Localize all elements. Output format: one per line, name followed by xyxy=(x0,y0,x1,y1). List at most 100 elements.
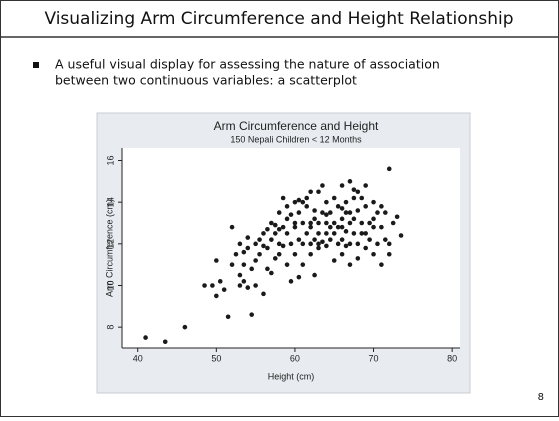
point xyxy=(371,199,376,205)
point xyxy=(217,279,223,284)
chart-subtitle: 150 Nepali Children < 12 Months xyxy=(230,134,362,144)
point xyxy=(367,237,372,242)
point xyxy=(269,220,274,226)
point xyxy=(371,251,376,257)
point xyxy=(269,270,274,276)
point xyxy=(288,279,294,284)
point xyxy=(320,210,325,215)
point xyxy=(355,241,361,247)
point xyxy=(284,204,290,209)
point xyxy=(398,233,404,238)
point xyxy=(225,314,231,320)
point xyxy=(284,231,290,236)
point xyxy=(229,224,235,230)
x-tick-label: 70 xyxy=(369,353,379,363)
point xyxy=(280,243,286,249)
point xyxy=(371,224,376,230)
point xyxy=(339,237,345,242)
point xyxy=(300,199,306,205)
point xyxy=(241,249,247,255)
point xyxy=(335,224,341,230)
point xyxy=(339,206,345,211)
point xyxy=(214,293,219,299)
point xyxy=(280,195,286,201)
point xyxy=(280,224,286,230)
x-tick-label: 50 xyxy=(211,353,221,363)
point xyxy=(320,239,325,245)
point xyxy=(316,231,321,236)
point xyxy=(339,183,345,188)
point xyxy=(276,226,282,232)
point xyxy=(316,241,321,247)
point xyxy=(324,220,329,226)
point xyxy=(308,189,313,195)
point xyxy=(245,285,251,290)
point xyxy=(296,274,302,280)
point xyxy=(347,241,353,247)
point xyxy=(331,258,337,263)
point xyxy=(300,262,306,267)
slide-title: Visualizing Arm Circumference and Height… xyxy=(44,9,513,29)
x-tick-label: 80 xyxy=(447,353,457,363)
point xyxy=(363,204,368,209)
point xyxy=(339,251,345,257)
bullet-marker xyxy=(33,62,39,68)
point xyxy=(390,220,396,226)
point xyxy=(269,237,274,242)
point xyxy=(363,245,368,251)
point xyxy=(324,212,329,217)
point xyxy=(237,272,243,278)
point xyxy=(257,251,262,257)
point xyxy=(328,237,333,242)
point xyxy=(261,231,266,236)
point xyxy=(351,187,357,192)
point xyxy=(276,251,282,257)
point xyxy=(296,210,302,215)
x-axis-label: Height (cm) xyxy=(268,371,315,381)
point xyxy=(383,210,388,215)
point xyxy=(324,199,329,205)
point xyxy=(292,251,298,257)
point xyxy=(359,195,365,201)
point xyxy=(265,226,270,232)
point xyxy=(359,220,365,226)
point xyxy=(363,231,368,236)
point xyxy=(304,195,310,201)
point xyxy=(292,199,298,205)
point xyxy=(328,224,333,230)
point xyxy=(375,241,380,247)
point xyxy=(249,266,254,272)
point xyxy=(304,231,310,236)
point xyxy=(182,324,188,330)
point xyxy=(284,262,290,267)
point xyxy=(386,251,392,257)
point xyxy=(394,214,400,220)
point xyxy=(292,220,298,226)
point xyxy=(355,208,361,213)
bullet-text: A useful visual display for assessing th… xyxy=(55,57,440,72)
point xyxy=(371,216,376,222)
point xyxy=(308,241,313,247)
point xyxy=(386,166,392,172)
point xyxy=(379,224,384,230)
point xyxy=(308,224,313,230)
point xyxy=(335,241,341,247)
point xyxy=(316,220,321,226)
point xyxy=(351,195,357,201)
point xyxy=(253,241,258,247)
point xyxy=(347,210,353,215)
y-tick-label: 10 xyxy=(105,280,115,290)
point xyxy=(284,216,290,222)
point xyxy=(202,283,207,288)
point xyxy=(386,241,392,247)
point xyxy=(351,231,357,236)
point xyxy=(245,235,251,240)
chart-title: Arm Circumference and Height xyxy=(214,119,379,133)
bullet-text: between two continuous variables: a scat… xyxy=(55,73,357,88)
point xyxy=(312,272,317,278)
point xyxy=(221,287,227,292)
point xyxy=(316,189,321,195)
point xyxy=(292,224,298,230)
y-tick-label: 8 xyxy=(105,325,115,330)
